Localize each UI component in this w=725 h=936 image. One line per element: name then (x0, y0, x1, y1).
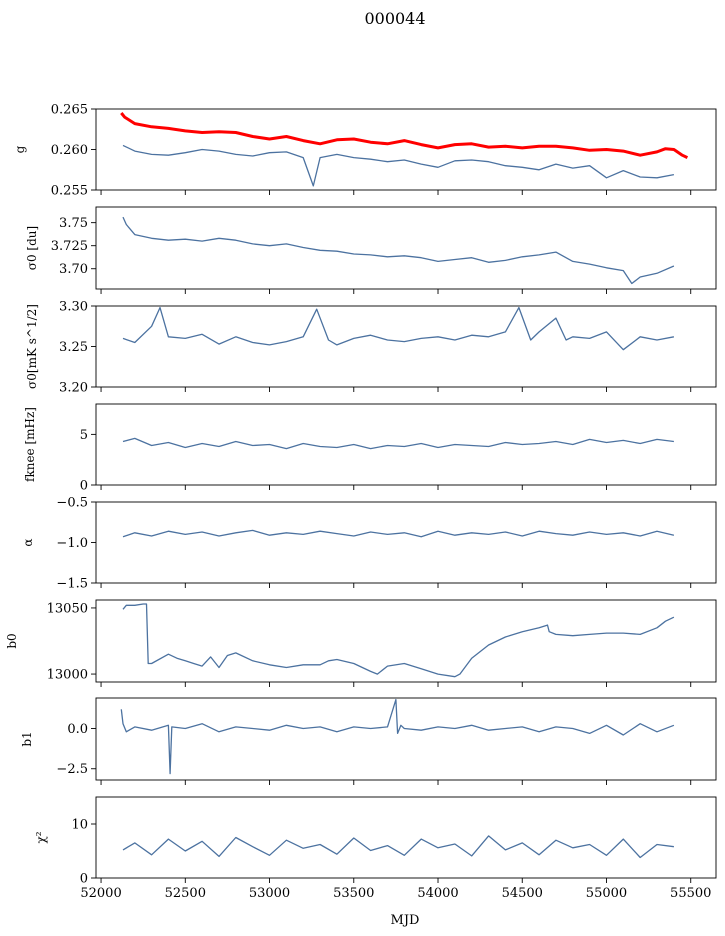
panel-5-ytick-label-1: −1.5 (56, 577, 88, 592)
panel-6-ytick-label-2: 13050 (47, 601, 88, 616)
panel-1-ytick-label-3: 0.265 (51, 103, 88, 118)
panel-2-series-1-line (122, 216, 675, 285)
x-tick-label-3: 53000 (249, 886, 290, 901)
panel-1-series-1-line (120, 112, 689, 159)
figure-title: 000044 (364, 9, 425, 28)
x-tick-label-2: 52500 (165, 886, 206, 901)
panel-2-ytick-label-1: 3.70 (59, 262, 88, 277)
panel-3-frame (95, 305, 717, 388)
panel-3-series-1-line (122, 306, 675, 351)
panel-1-frame (95, 108, 717, 191)
panel-2: 3.70 3.725 3.75 σ0 [du] (25, 206, 717, 294)
panel-8: 0 10 52000 52500 53000 53500 54000 54500 55000 55… (34, 796, 717, 901)
panel-3-ylabel: σ0[mK s^1/2] (25, 304, 39, 389)
panel-4-ytick-label-2: 5 (80, 428, 88, 443)
panel-5: −1.5 −1.0 −0.5 α (21, 496, 717, 592)
panel-7-ytick-label-2: 0.0 (67, 722, 88, 737)
x-tick-label-6: 54500 (502, 886, 543, 901)
panel-6-ytick-label-1: 13000 (47, 668, 88, 683)
panel-6-series-1-line (122, 603, 675, 678)
panel-7-frame (95, 697, 717, 781)
panel-2-frame (95, 206, 717, 290)
panel-5-ylabel: α (21, 538, 35, 546)
x-axis-label: MJD (391, 913, 420, 928)
panel-3-ytick-label-1: 3.20 (59, 381, 88, 396)
panels-group: 0.255 0.260 0.265 g 3.70 3.725 3.75 σ0 [du] 3.20… (5, 103, 717, 901)
panel-7-series-1-line (120, 698, 675, 775)
panel-8-frame (95, 796, 717, 879)
panel-5-frame (95, 501, 717, 584)
panel-5-series-1-line (122, 529, 675, 538)
panel-4-frame (95, 403, 717, 486)
panel-8-ylabel: χ² (34, 831, 48, 843)
panel-7: −2.5 0.0 b1 (20, 697, 717, 785)
panel-6: 13000 13050 b0 (5, 599, 717, 687)
x-tick-label-8: 55500 (670, 886, 711, 901)
panel-2-ytick-label-2: 3.725 (51, 239, 88, 254)
panel-2-ylabel: σ0 [du] (25, 226, 39, 270)
panel-7-ylabel: b1 (20, 731, 34, 746)
panel-8-series-1-line (122, 835, 674, 859)
panel-5-ytick-label-3: −0.5 (56, 496, 88, 511)
panel-1-ylabel: g (13, 145, 27, 153)
panel-8-ytick-label-1: 0 (80, 872, 88, 887)
panel-5-ytick-label-2: −1.0 (56, 536, 88, 551)
panel-3-ytick-label-2: 3.25 (59, 340, 88, 355)
panel-4: 0 5 fknee [mHz] (23, 403, 717, 494)
panel-8-ytick-label-2: 10 (71, 818, 88, 833)
x-tick-label-1: 52000 (80, 886, 121, 901)
x-tick-label-7: 55000 (586, 886, 627, 901)
x-tick-label-5: 54000 (417, 886, 458, 901)
panel-3-ytick-label-3: 3.30 (59, 300, 88, 315)
panel-4-ylabel: fknee [mHz] (23, 407, 37, 482)
panel-3: 3.20 3.25 3.30 σ0[mK s^1/2] (25, 300, 717, 396)
panel-1: 0.255 0.260 0.265 g (13, 103, 717, 199)
x-tick-label-4: 53500 (333, 886, 374, 901)
panel-1-ytick-label-1: 0.255 (51, 184, 88, 199)
panel-6-frame (95, 599, 717, 683)
panel-7-ytick-label-1: −2.5 (56, 762, 88, 777)
panel-4-ytick-label-1: 0 (80, 479, 88, 494)
panel-4-series-1-line (122, 437, 674, 450)
panel-6-ylabel: b0 (5, 633, 19, 648)
panel-2-ytick-label-3: 3.75 (59, 216, 88, 231)
panel-1-series-2-line (122, 144, 675, 187)
panel-1-ytick-label-2: 0.260 (51, 143, 88, 158)
